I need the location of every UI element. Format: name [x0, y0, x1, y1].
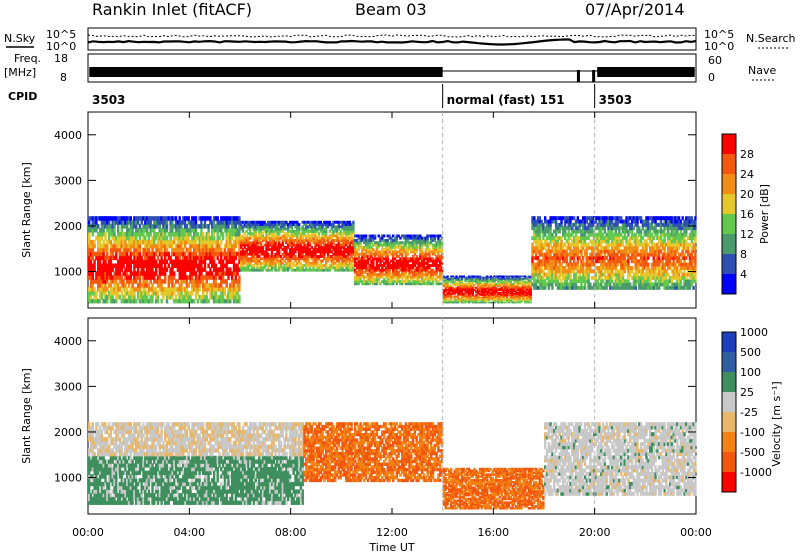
velocity-echo-band-3 [544, 422, 697, 496]
xtick-label-6: 00:00 [680, 526, 712, 539]
power-swatch-1 [722, 254, 736, 274]
velocity-ylabel: Slant Range [km] [20, 368, 33, 464]
velocity-colorbar-tick-4: 25 [740, 386, 754, 399]
power-colorbar-tick-2: 12 [740, 228, 754, 241]
nsky-series [88, 40, 696, 45]
xtick-label-3: 12:00 [376, 526, 408, 539]
velocity-swatch-4 [722, 392, 736, 412]
velocity-colorbar-tick-5: 100 [740, 366, 761, 379]
cpid-segment-1: normal (fast) 151 [447, 93, 565, 107]
power-colorbar-tick-3: 16 [740, 208, 754, 221]
velocity-ytick-label-3: 4000 [54, 335, 82, 348]
velocity-ytick-label-0: 1000 [54, 472, 82, 485]
cpid-segment-2: 3503 [599, 93, 632, 107]
xtick-label-1: 04:00 [173, 526, 205, 539]
freq-spike-a [577, 70, 580, 82]
nave-label: Nave [748, 64, 776, 77]
velocity-swatch-3 [722, 412, 736, 432]
xtick-label-0: 00:00 [72, 526, 104, 539]
power-swatch-2 [722, 234, 736, 254]
power-swatch-4 [722, 194, 736, 214]
velocity-echo-band-2 [443, 468, 545, 510]
power-swatch-0 [722, 274, 736, 294]
freq-spike-b [592, 70, 595, 82]
velocity-ytick-label-1: 2000 [54, 426, 82, 439]
freq-tick-top: 18 [54, 52, 68, 65]
power-ytick-label-0: 1000 [54, 266, 82, 279]
velocity-swatch-5 [722, 372, 736, 392]
power-colorbar-tick-5: 24 [740, 168, 754, 181]
velocity-colorbar: -1000 -500 -100 -25 25 100 500 1000 [722, 326, 772, 492]
power-colorbar-tick-4: 20 [740, 188, 754, 201]
power-ytick-label-1: 2000 [54, 220, 82, 233]
power-echo-band-2 [354, 235, 443, 286]
velocity-swatch-1 [722, 452, 736, 472]
velocity-swatch-2 [722, 432, 736, 452]
cpid-segment-0: 3503 [92, 93, 125, 107]
power-echo-band-0 [88, 216, 241, 303]
freq-tick-bottom: 8 [60, 71, 67, 84]
power-colorbar-label: Power [dB] [758, 184, 771, 244]
velocity-colorbar-tick-7: 1000 [740, 326, 768, 339]
power-swatch-6 [722, 154, 736, 174]
velocity-ytick-label-2: 3000 [54, 380, 82, 393]
power-ytick-label-2: 3000 [54, 174, 82, 187]
xtick-label-5: 20:00 [579, 526, 611, 539]
velocity-colorbar-tick-0: -1000 [740, 466, 772, 479]
cpid-strip: 3503 normal (fast) 151 3503 [92, 84, 632, 108]
xtick-label-2: 08:00 [275, 526, 307, 539]
power-ylabel: Slant Range [km] [20, 162, 33, 258]
nsearch-series [88, 35, 696, 37]
power-echo-band-3 [443, 276, 532, 304]
noise-tick-right-bottom: 10^0 [704, 40, 734, 53]
station-title: Rankin Inlet (fitACF) [92, 0, 252, 19]
freq-band-3503-a [89, 67, 442, 77]
x-axis-label: Time UT [368, 541, 414, 554]
freq-series [89, 67, 694, 82]
nave-tick-top: 60 [708, 54, 722, 67]
freq-unit: [MHz] [4, 66, 36, 79]
velocity-colorbar-tick-6: 500 [740, 346, 761, 359]
velocity-colorbar-tick-3: -25 [740, 406, 758, 419]
power-swatch-7 [722, 134, 736, 154]
nsky-label: N.Sky [4, 32, 36, 45]
velocity-swatch-0 [722, 472, 736, 492]
freq-label: Freq. [14, 52, 41, 65]
xtick-label-4: 16:00 [477, 526, 509, 539]
beam-title: Beam 03 [355, 0, 427, 19]
power-colorbar-tick-6: 28 [740, 148, 754, 161]
velocity-swatch-7 [722, 332, 736, 352]
velocity-colorbar-tick-2: -100 [740, 426, 765, 439]
power-colorbar-tick-1: 8 [740, 248, 747, 261]
freq-band-3503-b [597, 67, 695, 77]
power-colorbar: 4 8 12 16 20 24 28 [722, 134, 754, 294]
power-ytick-label-3: 4000 [54, 129, 82, 142]
power-swatch-5 [722, 174, 736, 194]
nave-tick-bottom: 0 [708, 71, 715, 84]
power-colorbar-tick-0: 4 [740, 268, 747, 281]
nsearch-label: N.Search [746, 32, 796, 45]
velocity-swatch-6 [722, 352, 736, 372]
cpid-label: CPID [8, 90, 37, 103]
power-swatch-3 [722, 214, 736, 234]
date-title: 07/Apr/2014 [585, 0, 685, 19]
noise-strip-frame [88, 28, 696, 50]
velocity-colorbar-label: Velocity [m s⁻¹] [770, 381, 783, 466]
velocity-colorbar-tick-1: -500 [740, 446, 765, 459]
